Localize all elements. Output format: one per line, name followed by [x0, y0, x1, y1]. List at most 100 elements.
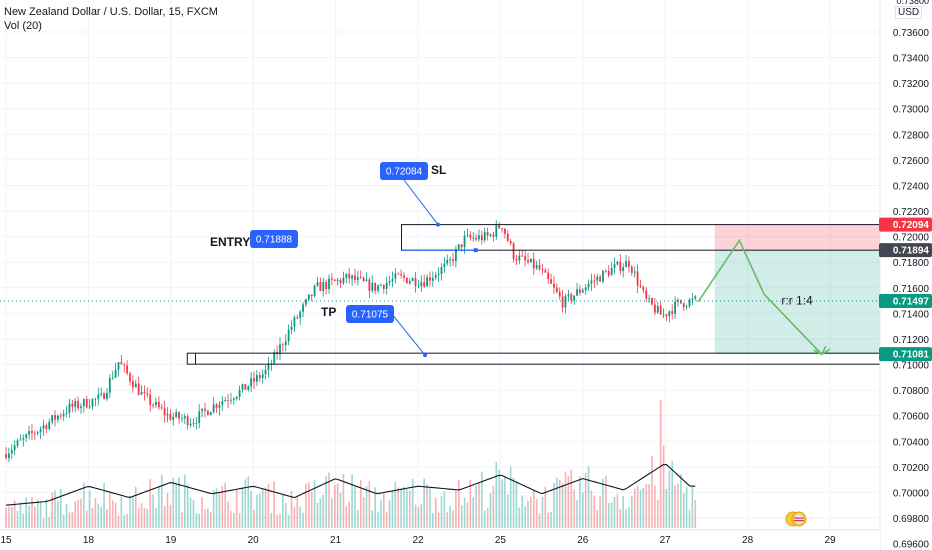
- target-level-box[interactable]: [186, 352, 881, 365]
- chart-legend: New Zealand Dollar / U.S. Dollar, 15, FX…: [4, 5, 218, 33]
- candle-body: [633, 271, 636, 273]
- candle-body: [394, 273, 397, 279]
- candle-body: [42, 425, 45, 429]
- candle-body: [94, 398, 97, 400]
- price-label-bg[interactable]: [879, 243, 932, 258]
- volume-bar: [253, 510, 255, 528]
- volume-bar: [636, 485, 639, 528]
- volume-bar: [74, 501, 77, 528]
- price-label[interactable]: 0.72094: [893, 220, 930, 231]
- candle-body: [581, 290, 584, 293]
- volume-bar: [120, 496, 123, 528]
- volume-bar: [443, 491, 446, 528]
- volume-bar: [308, 482, 310, 528]
- volume-bar: [535, 498, 538, 528]
- candle-body: [302, 304, 304, 312]
- flag-stripe: [793, 520, 804, 522]
- candle-body: [377, 285, 379, 291]
- currency-label[interactable]: USD: [895, 6, 923, 19]
- volume-bar: [437, 512, 440, 528]
- candle-body: [527, 260, 529, 263]
- volume-bar: [359, 479, 362, 528]
- candle-body: [299, 311, 302, 318]
- candle-body: [504, 228, 506, 234]
- candle-body: [48, 421, 51, 429]
- volume-bar: [380, 500, 382, 528]
- volume-bar: [671, 460, 674, 528]
- volume-bar: [527, 500, 529, 528]
- price-tick-label: 0.72200: [893, 207, 930, 218]
- tp-price-badge[interactable]: 0.71075: [352, 310, 389, 321]
- price-label-bg[interactable]: [879, 217, 932, 232]
- volume-bar: [339, 492, 342, 528]
- candle-body: [325, 282, 328, 290]
- volume-bar: [97, 503, 100, 528]
- candle-body: [258, 375, 261, 379]
- volume-bar: [282, 494, 284, 528]
- candle-body: [420, 282, 423, 286]
- risk-reward-label[interactable]: r:r 1:4: [781, 294, 813, 308]
- candle-body: [267, 363, 270, 370]
- candle-body: [463, 235, 466, 248]
- volume-bar: [483, 510, 486, 528]
- stop-loss-zone[interactable]: [714, 224, 880, 251]
- price-label[interactable]: 0.71894: [893, 246, 930, 257]
- volume-bar: [553, 482, 555, 528]
- sl-price-badge[interactable]: 0.72084: [386, 167, 423, 178]
- candle-body: [264, 369, 267, 375]
- candle-body: [628, 261, 630, 267]
- sl-price-badge-bg[interactable]: [380, 162, 428, 180]
- time-axis-bg: [0, 530, 880, 550]
- candle-body: [146, 393, 149, 395]
- price-label-bg[interactable]: [879, 347, 932, 362]
- volume-bar: [163, 505, 166, 528]
- volume-bar: [532, 490, 535, 528]
- candle-body: [143, 392, 146, 394]
- candle-body: [437, 273, 440, 276]
- candle-body: [538, 264, 541, 270]
- take-profit-zone[interactable]: [714, 250, 880, 355]
- volume-bar: [258, 493, 261, 528]
- volume-bar: [328, 472, 330, 528]
- candle-body: [630, 266, 633, 273]
- volume-bar: [524, 506, 526, 528]
- candle-body: [108, 378, 111, 393]
- candle-body: [106, 392, 108, 399]
- entry-price-badge[interactable]: 0.71888: [256, 235, 293, 246]
- candle-body: [417, 285, 420, 287]
- time-axis[interactable]: 15 18 19 20 21 22 25 26 27 28 29: [0, 529, 880, 550]
- candle-body: [244, 384, 247, 390]
- volume-bar: [625, 509, 627, 528]
- time-tick-label: 20: [248, 535, 260, 546]
- volume-bar: [247, 476, 250, 528]
- candle-body: [157, 401, 160, 408]
- price-axis[interactable]: 0.73600 0.73400 0.73200 0.73000 0.72800 0.726…: [879, 0, 932, 550]
- candle-body: [328, 278, 330, 290]
- volume-bar: [406, 489, 408, 528]
- candle-body: [140, 392, 143, 395]
- volume-bar: [538, 513, 541, 528]
- volume-bar: [8, 506, 10, 528]
- volume-bar: [694, 499, 697, 528]
- volume-pane: [5, 400, 697, 528]
- entry-handle[interactable]: [473, 248, 478, 253]
- candle-body: [305, 299, 307, 305]
- volume-bar: [65, 503, 68, 528]
- volume-bar: [261, 489, 264, 528]
- price-label-bg[interactable]: [879, 293, 932, 308]
- candle-body: [679, 299, 682, 304]
- entry-price-badge-bg[interactable]: [250, 230, 298, 248]
- price-label[interactable]: 0.71497: [893, 296, 930, 307]
- volume-bar: [631, 495, 633, 528]
- volume-bar: [662, 445, 665, 528]
- price-label[interactable]: 0.71081: [893, 350, 930, 361]
- candle-body: [645, 290, 648, 299]
- tp-price-badge-bg[interactable]: [346, 305, 394, 323]
- candle-body: [426, 277, 428, 287]
- volume-bar: [207, 508, 209, 528]
- forecast-path[interactable]: [697, 238, 831, 356]
- candle-body: [22, 437, 25, 440]
- candle-body: [36, 431, 39, 434]
- candle-body: [380, 285, 382, 286]
